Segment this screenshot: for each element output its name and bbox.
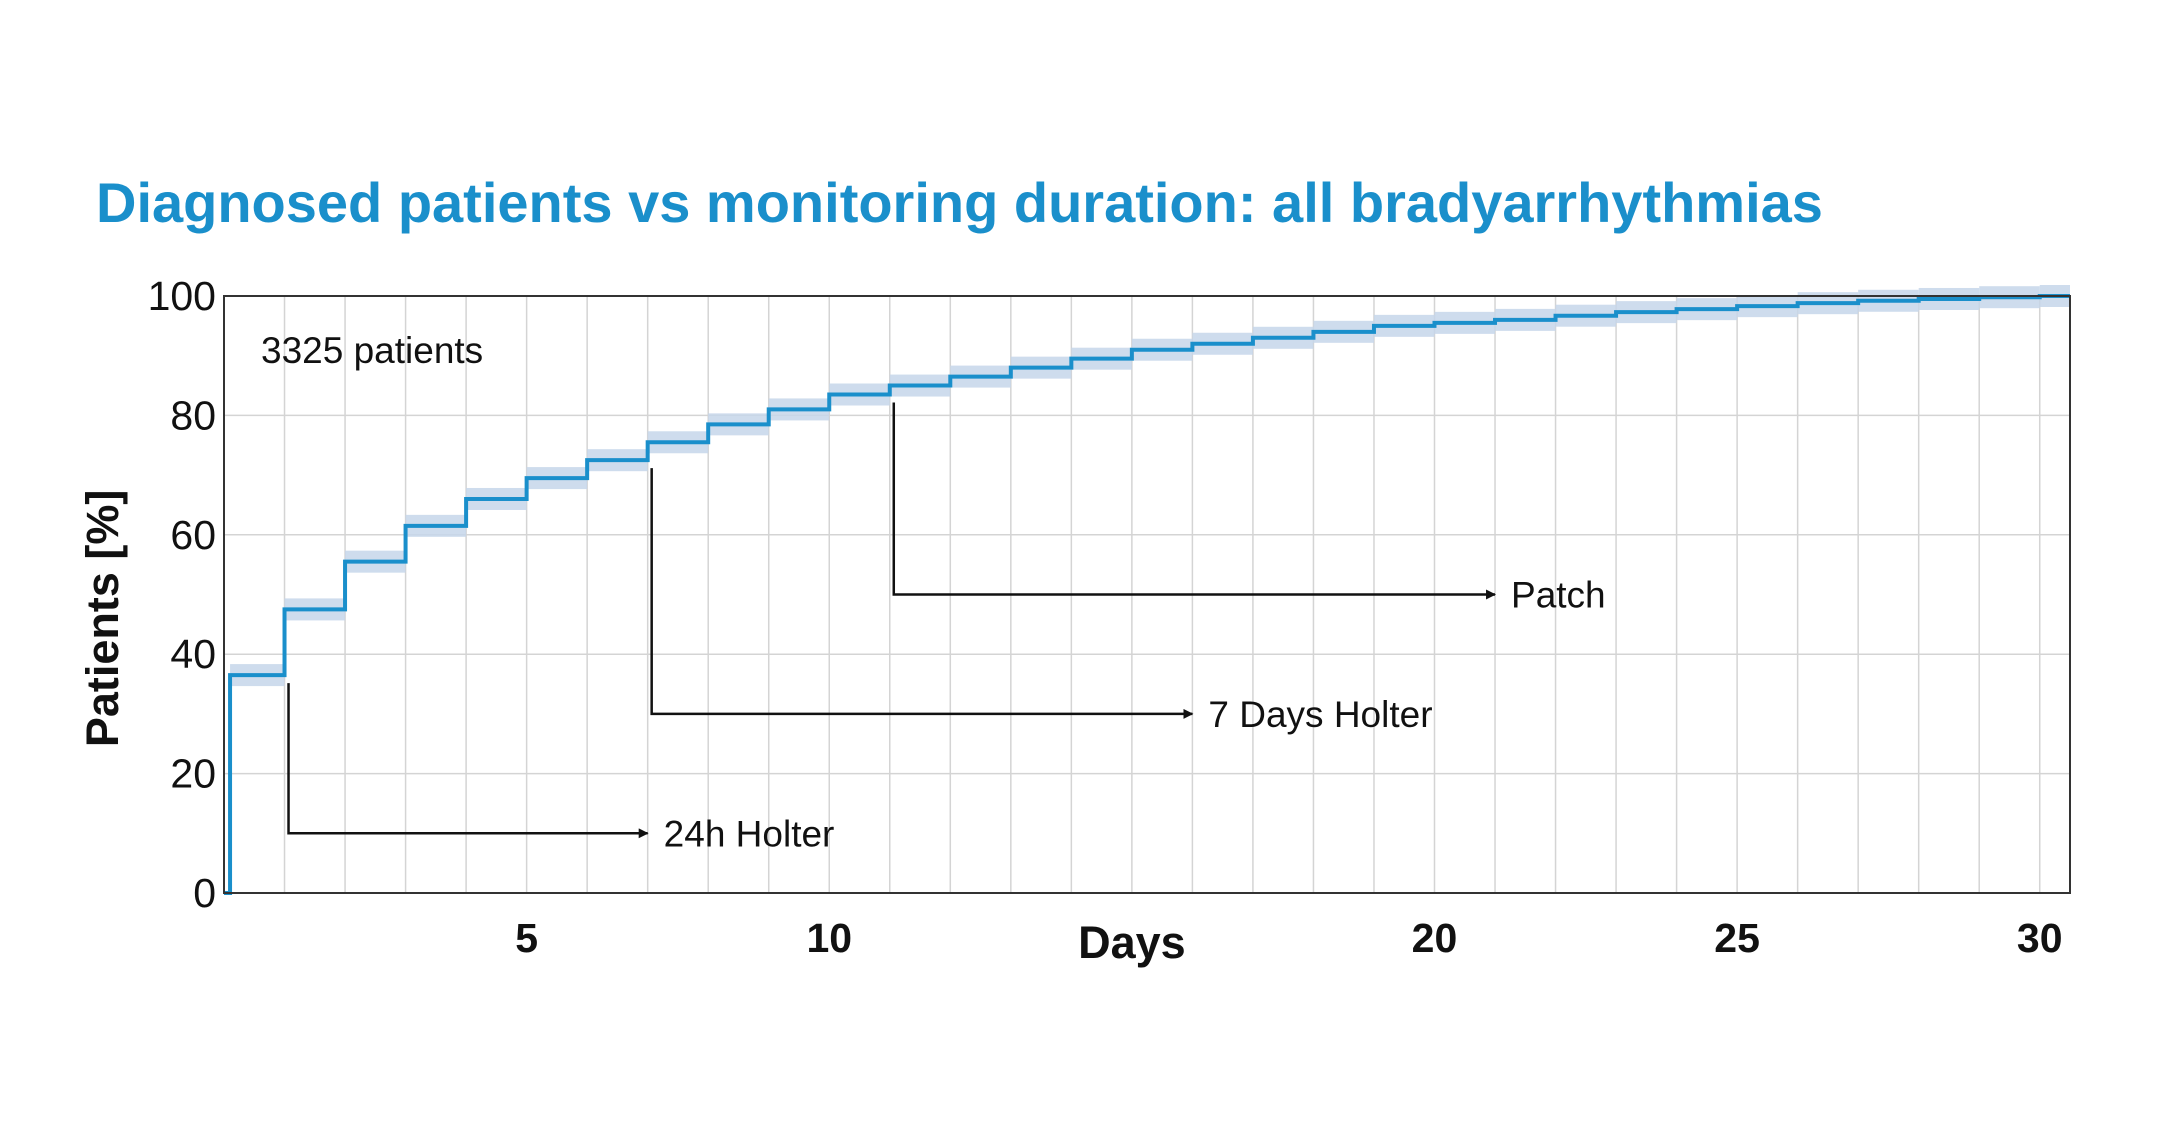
annotation-arrow	[650, 468, 1194, 719]
x-tick-label: 20	[1412, 915, 1458, 961]
confidence-band	[230, 285, 2070, 687]
x-tick-label: 10	[806, 915, 852, 961]
x-tick-label: 5	[515, 915, 538, 961]
patient-count-label: 3325 patients	[261, 330, 483, 371]
annotation-arrow	[892, 402, 1497, 600]
x-axis-label: Days	[1078, 917, 1186, 968]
y-tick-label: 80	[170, 392, 216, 438]
series-line	[224, 294, 2070, 895]
y-tick-label: 40	[170, 631, 216, 677]
x-tick-label: 30	[2017, 915, 2063, 961]
y-tick-label: 60	[170, 512, 216, 558]
annotation-label: 24h Holter	[664, 813, 835, 854]
annotation-label: Patch	[1511, 575, 1606, 616]
chart-title: Diagnosed patients vs monitoring duratio…	[96, 171, 1823, 234]
y-tick-labels: 0 20 40 60 80 100	[148, 273, 216, 916]
annotation-arrow	[287, 683, 649, 839]
y-tick-label: 0	[193, 870, 216, 916]
plot-frame	[223, 295, 2071, 894]
y-axis-label: Patients [%]	[77, 490, 128, 748]
x-tick-label: 25	[1714, 915, 1760, 961]
x-tick-labels: 5 10 20 25 30	[515, 915, 2062, 961]
y-tick-label: 100	[148, 273, 216, 319]
annotations: 3325 patients 24h Holter 7 Days Holter Patc…	[261, 330, 1606, 854]
series-layer	[224, 294, 2070, 895]
annotation-label: 7 Days Holter	[1208, 694, 1432, 735]
y-tick-label: 20	[170, 751, 216, 797]
